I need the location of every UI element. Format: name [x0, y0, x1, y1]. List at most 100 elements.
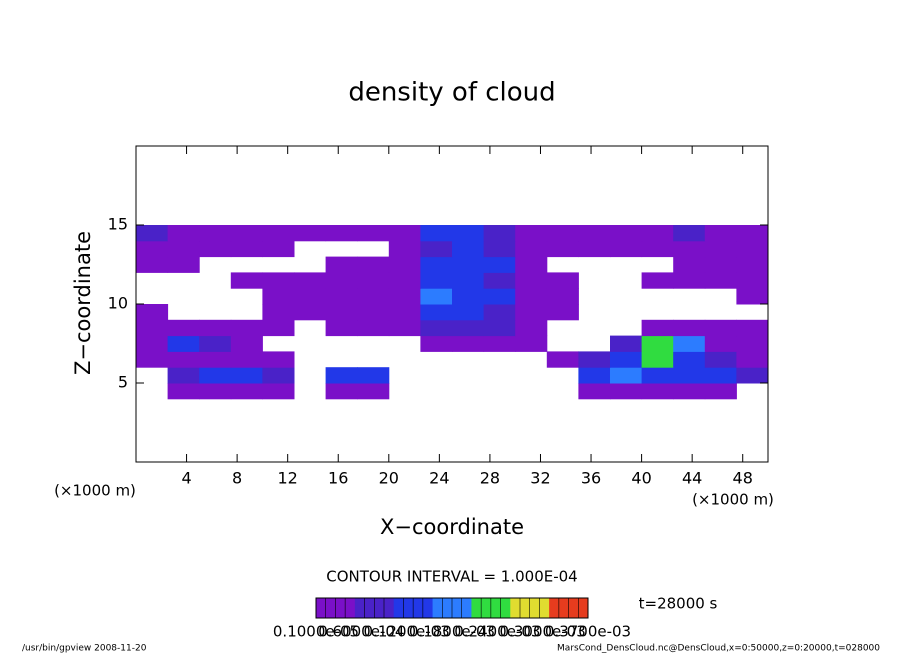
cell — [262, 304, 295, 321]
cell — [262, 272, 295, 289]
cell — [704, 225, 737, 242]
cell — [483, 288, 516, 305]
cell — [578, 383, 611, 400]
cell — [325, 272, 358, 289]
cell — [388, 225, 421, 242]
cell — [736, 256, 769, 273]
cell — [167, 240, 200, 258]
cell — [704, 351, 737, 368]
cell — [515, 288, 548, 305]
cell — [736, 240, 769, 258]
cell — [325, 225, 358, 242]
cell — [515, 240, 548, 258]
cell — [704, 256, 737, 273]
cell — [136, 225, 169, 242]
cell — [199, 319, 232, 337]
cell — [736, 272, 769, 289]
cell — [388, 288, 421, 305]
cell — [325, 256, 358, 273]
cell — [420, 319, 453, 337]
cell — [483, 240, 516, 258]
cell — [388, 319, 421, 337]
colorbar-label: 0.1000e-05 — [273, 623, 359, 641]
cell — [325, 288, 358, 305]
cell — [736, 225, 769, 242]
cell — [420, 272, 453, 289]
y-tick-label: 10 — [108, 294, 128, 313]
cell — [452, 225, 485, 242]
cell — [294, 272, 327, 289]
cell — [262, 383, 295, 400]
cell — [294, 225, 327, 242]
cell — [546, 288, 579, 305]
cell — [167, 225, 200, 242]
cell — [483, 272, 516, 289]
cell — [673, 367, 706, 384]
cell — [199, 225, 232, 242]
chart-title: density of cloud — [348, 78, 555, 108]
cell — [515, 225, 548, 242]
cell — [578, 367, 611, 384]
contour-interval: CONTOUR INTERVAL = 1.000E-04 — [326, 568, 577, 586]
cell — [641, 240, 674, 258]
x-tick-label: 16 — [328, 469, 348, 488]
cell — [483, 225, 516, 242]
cell — [736, 351, 769, 368]
cell — [515, 335, 548, 352]
cell — [673, 383, 706, 400]
cell — [357, 288, 390, 305]
cell — [325, 304, 358, 321]
cell — [357, 319, 390, 337]
colorbar-label: 0.2400e-03 — [454, 623, 540, 641]
cell — [483, 304, 516, 321]
cell — [452, 240, 485, 258]
cell — [578, 240, 611, 258]
cell — [325, 383, 358, 400]
x-tick-label: 8 — [232, 469, 242, 488]
x-tick-label: 12 — [278, 469, 298, 488]
cell — [610, 367, 643, 384]
cell — [546, 225, 579, 242]
colorbar-frame — [315, 597, 589, 619]
cell — [167, 256, 200, 273]
cell — [641, 225, 674, 242]
cell — [325, 367, 358, 384]
cell — [483, 256, 516, 273]
cell — [230, 240, 263, 258]
cell — [483, 335, 516, 352]
cell — [420, 240, 453, 258]
cell — [136, 256, 169, 273]
colorbar-label: 0.1800e-03 — [409, 623, 495, 641]
colorbar-label: 0.1200e-03 — [364, 623, 450, 641]
cell — [546, 240, 579, 258]
cell — [673, 256, 706, 273]
cell — [704, 319, 737, 337]
colorbar-label: 0.6000e-04 — [318, 623, 404, 641]
cell — [357, 272, 390, 289]
x-unit: (×1000 m) — [692, 491, 774, 509]
cell — [610, 225, 643, 242]
y-tick-label: 15 — [108, 215, 128, 234]
cell — [452, 335, 485, 352]
cell — [420, 225, 453, 242]
x-tick-label: 28 — [480, 469, 500, 488]
x-tick-label: 4 — [181, 469, 191, 488]
cell — [641, 272, 674, 289]
cell — [262, 319, 295, 337]
cell — [704, 335, 737, 352]
cell — [262, 288, 295, 305]
cell — [673, 272, 706, 289]
cell — [167, 351, 200, 368]
cell — [230, 319, 263, 337]
cell — [388, 272, 421, 289]
x-tick-label: 24 — [429, 469, 449, 488]
cell — [420, 256, 453, 273]
cell — [578, 351, 611, 368]
cell — [199, 335, 232, 352]
time-label: t=28000 s — [639, 595, 718, 613]
cell — [136, 304, 169, 321]
cell — [136, 351, 169, 368]
colorbar-label: 0.3000e-03 — [500, 623, 586, 641]
cell — [136, 319, 169, 337]
y-axis-label: Z−coordinate — [71, 231, 95, 375]
